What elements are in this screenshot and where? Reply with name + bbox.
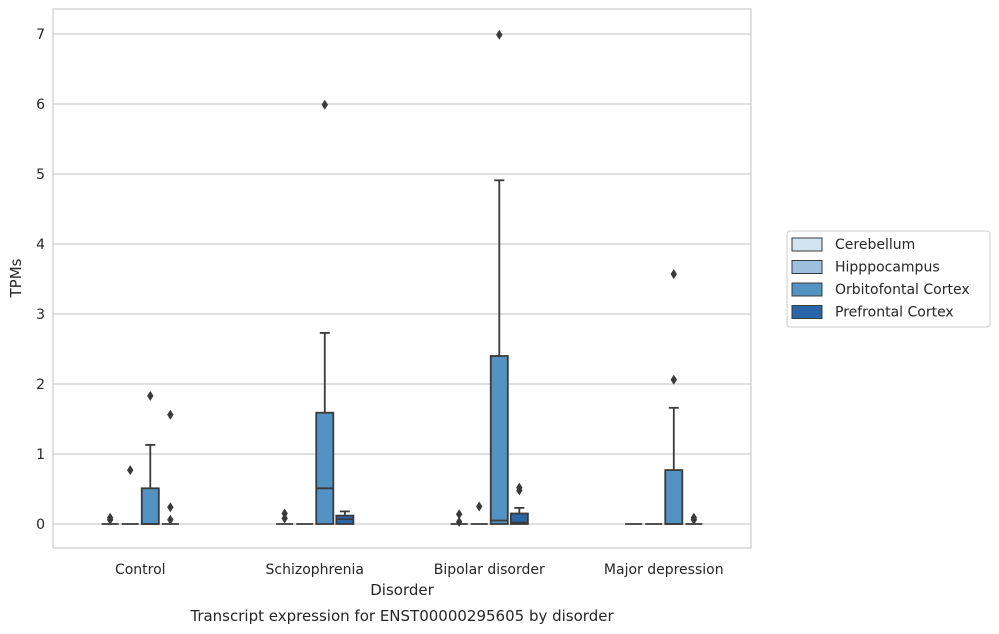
outlier-point (455, 516, 463, 527)
box-group-schizophrenia (276, 99, 355, 525)
box-control-orbitofontal-cortex (140, 390, 160, 525)
box-group-major-depression (625, 269, 703, 525)
y-tick-0: 0 (36, 517, 45, 533)
box-schizophrenia-orbitofontal-cortex (315, 99, 335, 525)
outlier-point (127, 465, 134, 476)
y-tick-labels: 0 1 2 3 4 5 6 7 (36, 27, 45, 533)
legend-frame (786, 230, 991, 328)
y-tick-3: 3 (36, 307, 45, 323)
legend-label-prefrontal-cortex: Prefrontal Cortex (835, 305, 954, 321)
box-major-depression-orbitofontal-cortex (664, 269, 684, 525)
plot-frame (52, 8, 752, 549)
legend-swatch-hipppocampus (791, 260, 823, 274)
outlier-point (670, 374, 677, 385)
legend-swatch-prefrontal-cortex (791, 305, 823, 319)
box-control-prefrontal-cortex (161, 409, 179, 525)
box-bipolar-disorder-prefrontal-cortex (509, 482, 529, 525)
legend: Cerebellum Hipppocampus Orbitofontal Corte… (786, 230, 991, 328)
x-tick-bipolar-disorder: Bipolar disorder (434, 562, 545, 578)
box-schizophrenia-cerebellum (276, 508, 294, 525)
outlier-point (476, 501, 483, 512)
legend-swatch-cerebellum (791, 237, 823, 252)
box-bipolar-disorder-orbitofontal-cortex (489, 29, 509, 525)
outlier-point (167, 409, 174, 420)
outlier-point (167, 502, 174, 513)
x-tick-major-depression: Major depression (604, 562, 724, 578)
outlier-point (455, 509, 463, 520)
y-tick-7: 7 (36, 27, 45, 43)
y-tick-6: 6 (36, 97, 45, 113)
box-bipolar-disorder-cerebellum (450, 509, 468, 527)
y-tick-2: 2 (36, 377, 45, 393)
box-iqr (489, 355, 509, 525)
grid-lines (53, 33, 751, 525)
x-tick-control: Control (115, 562, 166, 578)
box-control-cerebellum (101, 512, 119, 525)
x-tick-labels: Control Schizophrenia Bipolar disorder Majo… (115, 562, 724, 578)
box-control-hipppocampus (121, 465, 139, 525)
box-group-bipolar-disorder (450, 29, 529, 527)
legend-label-orbitofontal-cortex: Orbitofontal Cortex (835, 282, 970, 298)
box-iqr (664, 469, 684, 525)
outlier-point (690, 512, 698, 523)
outlier-point (670, 269, 677, 280)
y-tick-4: 4 (36, 237, 45, 253)
outlier-point (167, 514, 174, 525)
legend-label-cerebellum: Cerebellum (835, 237, 915, 253)
box-group-control (101, 390, 179, 525)
outlier-point (516, 482, 523, 493)
legend-swatch-orbitofontal-cortex (791, 282, 823, 297)
y-axis-label: TPMs (7, 258, 25, 298)
box-iqr (140, 487, 160, 525)
legend-label-hipppocampus: Hipppocampus (835, 260, 940, 276)
chart-caption: Transcript expression for ENST0000029560… (189, 607, 614, 625)
y-tick-5: 5 (36, 167, 45, 183)
y-tick-1: 1 (36, 447, 45, 463)
x-tick-schizophrenia: Schizophrenia (266, 562, 364, 578)
outlier-point (147, 390, 154, 401)
outlier-point (321, 99, 328, 110)
box-iqr (315, 411, 335, 525)
box-groups (101, 29, 703, 527)
box-schizophrenia-prefrontal-cortex (335, 510, 355, 525)
outlier-point (106, 512, 114, 523)
box-bipolar-disorder-hipppocampus (470, 501, 488, 525)
x-axis-label: Disorder (370, 581, 434, 599)
outlier-point (281, 508, 288, 519)
box-iqr (509, 512, 529, 525)
box-major-depression-prefrontal-cortex (685, 512, 703, 525)
outlier-point (496, 29, 503, 40)
